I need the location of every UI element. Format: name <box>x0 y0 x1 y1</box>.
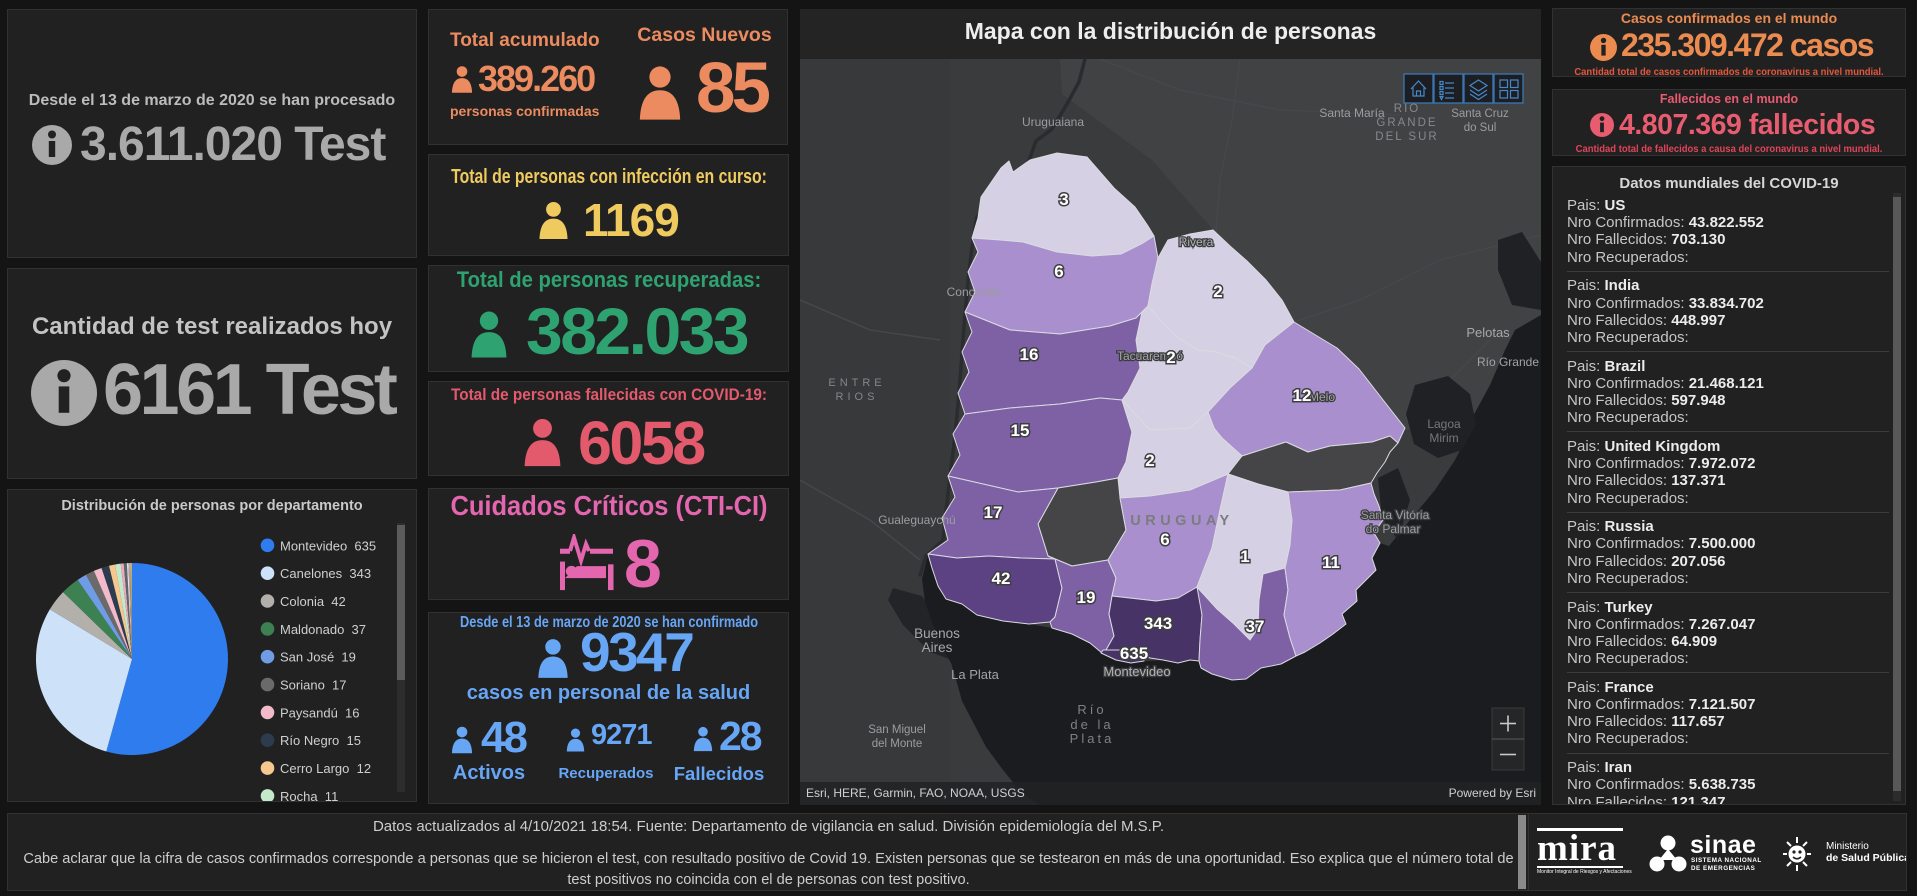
svg-text:3: 3 <box>1059 190 1068 209</box>
svg-text:DEL SUR: DEL SUR <box>1375 131 1438 143</box>
svg-text:de la: de la <box>1070 717 1113 732</box>
svg-text:15: 15 <box>1011 421 1030 440</box>
svg-text:Maldonado 37: Maldonado 37 <box>280 622 366 637</box>
svg-text:Gualeguaychú: Gualeguaychú <box>878 513 955 527</box>
svg-text:La Plata: La Plata <box>951 667 999 682</box>
svg-text:Rocha 11: Rocha 11 <box>280 789 338 801</box>
svg-text:do Sul: do Sul <box>1464 122 1497 134</box>
svg-text:San José 19: San José 19 <box>280 650 356 665</box>
svg-text:Plata: Plata <box>1070 731 1115 746</box>
svg-text:San Miguel: San Miguel <box>868 724 926 736</box>
svg-text:2: 2 <box>1166 348 1175 367</box>
svg-text:URUGUAY: URUGUAY <box>1130 513 1233 529</box>
svg-text:Concordia: Concordia <box>947 285 1002 299</box>
svg-text:Lagoa: Lagoa <box>1427 417 1461 431</box>
svg-text:37: 37 <box>1246 617 1265 636</box>
svg-text:11: 11 <box>1322 553 1340 572</box>
svg-text:Melo: Melo <box>1309 390 1335 404</box>
svg-text:6: 6 <box>1160 530 1169 549</box>
svg-text:ENTRE: ENTRE <box>828 377 885 389</box>
svg-text:16: 16 <box>1020 345 1039 364</box>
svg-text:Powered by Esri: Powered by Esri <box>1449 786 1536 800</box>
svg-text:Soriano 17: Soriano 17 <box>280 678 347 693</box>
svg-text:Cerro Largo 12: Cerro Largo 12 <box>280 761 371 776</box>
svg-text:19: 19 <box>1077 588 1096 607</box>
svg-text:17: 17 <box>984 503 1003 522</box>
svg-text:Aires: Aires <box>922 640 953 655</box>
svg-text:del Monte: del Monte <box>872 738 923 750</box>
svg-text:42: 42 <box>992 569 1011 588</box>
svg-text:Paysandú 16: Paysandú 16 <box>280 705 360 720</box>
svg-text:RÍO: RÍO <box>1394 102 1420 115</box>
svg-text:6: 6 <box>1054 262 1063 281</box>
svg-text:343: 343 <box>1144 614 1172 633</box>
svg-text:Montevideo 635: Montevideo 635 <box>280 538 376 553</box>
svg-text:Tacuarembó: Tacuarembó <box>1117 349 1183 363</box>
svg-text:Río Negro 15: Río Negro 15 <box>280 733 361 748</box>
svg-text:Santa Vitória: Santa Vitória <box>1361 508 1430 522</box>
svg-text:Santa Cruz: Santa Cruz <box>1451 108 1509 120</box>
svg-text:Buenos: Buenos <box>914 626 960 641</box>
svg-text:Río: Río <box>1077 702 1106 717</box>
svg-text:12: 12 <box>1293 386 1312 405</box>
svg-text:Santa María: Santa María <box>1319 106 1385 120</box>
svg-text:Pelotas: Pelotas <box>1466 325 1510 340</box>
svg-text:1: 1 <box>1240 547 1249 566</box>
svg-text:Esri, HERE, Garmin, FAO, NOAA,: Esri, HERE, Garmin, FAO, NOAA, USGS <box>806 786 1025 800</box>
svg-text:RIOS: RIOS <box>836 391 879 403</box>
svg-text:Montevideo: Montevideo <box>1103 664 1170 679</box>
svg-text:Uruguaiana: Uruguaiana <box>1022 115 1084 129</box>
svg-text:do Palmar: do Palmar <box>1366 522 1421 536</box>
svg-text:Mirim: Mirim <box>1429 431 1458 445</box>
svg-text:Colonia 42: Colonia 42 <box>280 594 346 609</box>
svg-text:Río Grande: Río Grande <box>1477 355 1539 369</box>
svg-text:2: 2 <box>1213 282 1222 301</box>
svg-text:2: 2 <box>1145 451 1154 470</box>
svg-text:Canelones 343: Canelones 343 <box>280 566 371 581</box>
svg-text:Rivera: Rivera <box>1179 235 1214 249</box>
svg-text:GRANDE: GRANDE <box>1376 117 1437 129</box>
svg-text:635: 635 <box>1120 644 1148 663</box>
